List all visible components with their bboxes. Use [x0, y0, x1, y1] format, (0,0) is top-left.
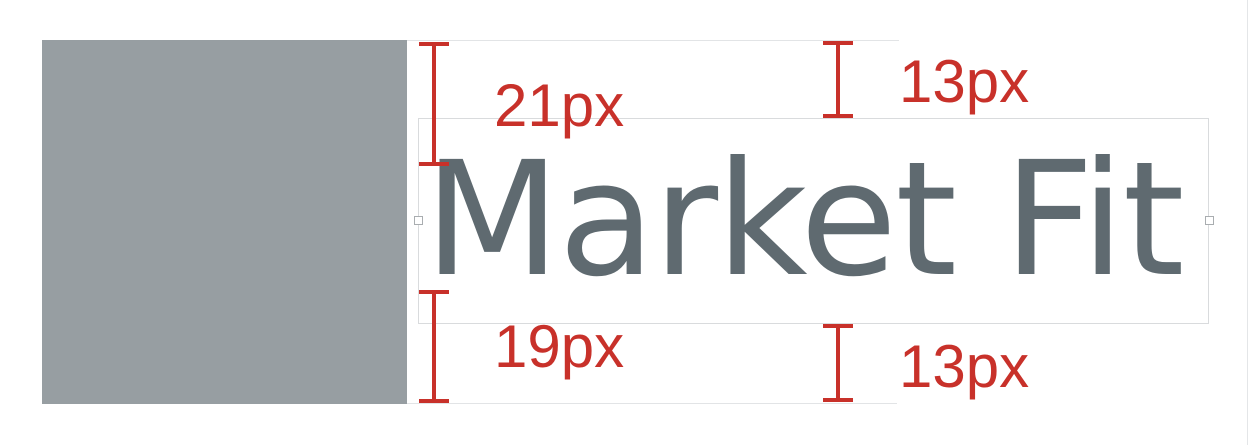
- label-left-bottom: 19px: [494, 313, 625, 380]
- canvas-edge: [1247, 0, 1248, 445]
- label-right-top: 13px: [899, 48, 1030, 115]
- measure-left-bottom: [419, 290, 449, 403]
- measure-right-top: [823, 41, 853, 118]
- right-resize-handle[interactable]: [1205, 216, 1214, 225]
- measure-left-top: [419, 42, 449, 166]
- label-left-top: 21px: [494, 72, 625, 139]
- top-guide-line: [407, 40, 899, 41]
- bottom-guide-line: [407, 403, 897, 404]
- left-resize-handle[interactable]: [414, 216, 423, 225]
- measure-right-bottom: [823, 324, 853, 402]
- headline-text: Market Fit: [424, 128, 1185, 312]
- label-right-bottom: 13px: [899, 333, 1030, 400]
- image-placeholder: [42, 40, 407, 404]
